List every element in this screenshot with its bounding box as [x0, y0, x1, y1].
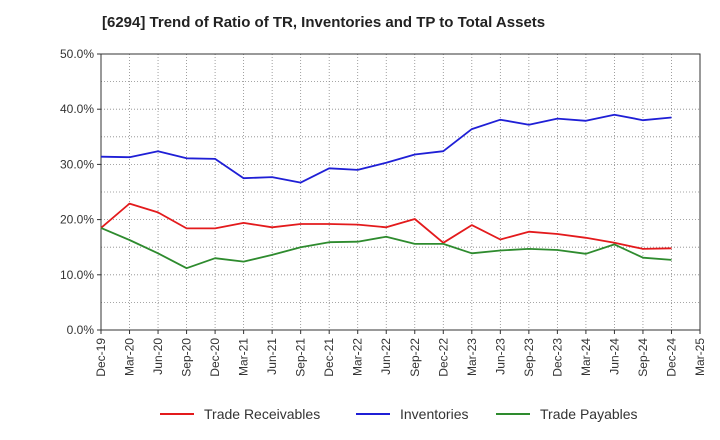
legend-label: Trade Receivables [204, 406, 320, 422]
series-lines [100, 113, 672, 270]
legend: Trade Receivables Inventories Trade Payabl… [160, 406, 638, 422]
plot-area-border [100, 53, 701, 331]
x-tick-label: Dec-19 [94, 338, 108, 377]
y-tick-label: 0.0% [67, 323, 95, 337]
x-tick-label: Jun-23 [493, 338, 507, 375]
x-tick-label: Dec-22 [436, 338, 450, 377]
legend-label: Inventories [400, 406, 468, 422]
chart-title: [6294] Trend of Ratio of TR, Inventories… [102, 14, 546, 31]
x-tick-label: Mar-25 [693, 338, 707, 376]
series-line-trade-payables [100, 227, 672, 270]
y-tick-label: 20.0% [60, 213, 94, 227]
series-line-inventories [100, 113, 672, 184]
y-tick-label: 50.0% [60, 47, 94, 61]
x-tick-label: Jun-20 [151, 338, 165, 375]
x-tick-label: Jun-21 [265, 338, 279, 375]
x-axis: Dec-19 Mar-20 Jun-20 Sep-20 Dec-20 Mar-21 Jun-… [94, 330, 707, 377]
y-tick-label: 40.0% [60, 102, 94, 116]
series-line-trade-receivables [100, 202, 672, 250]
x-tick-label: Mar-24 [579, 338, 593, 376]
x-tick-label: Dec-23 [550, 338, 564, 377]
x-tick-label: Mar-23 [465, 338, 479, 376]
x-tick-label: Dec-20 [208, 338, 222, 377]
x-tick-label: Sep-22 [408, 338, 422, 377]
x-tick-label: Sep-23 [522, 338, 536, 377]
x-tick-label: Sep-21 [294, 338, 308, 377]
x-tick-label: Dec-24 [664, 338, 678, 377]
x-tick-label: Mar-21 [237, 338, 251, 376]
y-tick-label: 30.0% [60, 157, 94, 171]
x-tick-label: Jun-24 [607, 338, 621, 375]
x-tick-label: Mar-22 [351, 338, 365, 376]
y-axis: 0.0% 10.0% 20.0% 30.0% 40.0% 50.0% [60, 47, 101, 337]
x-tick-label: Mar-20 [123, 338, 137, 376]
x-tick-label: Jun-22 [379, 338, 393, 375]
grid-lines [100, 53, 701, 331]
x-tick-label: Sep-24 [636, 338, 650, 377]
x-tick-label: Dec-21 [322, 338, 336, 377]
y-tick-label: 10.0% [60, 268, 94, 282]
x-tick-label: Sep-20 [180, 338, 194, 377]
legend-label: Trade Payables [540, 406, 638, 422]
